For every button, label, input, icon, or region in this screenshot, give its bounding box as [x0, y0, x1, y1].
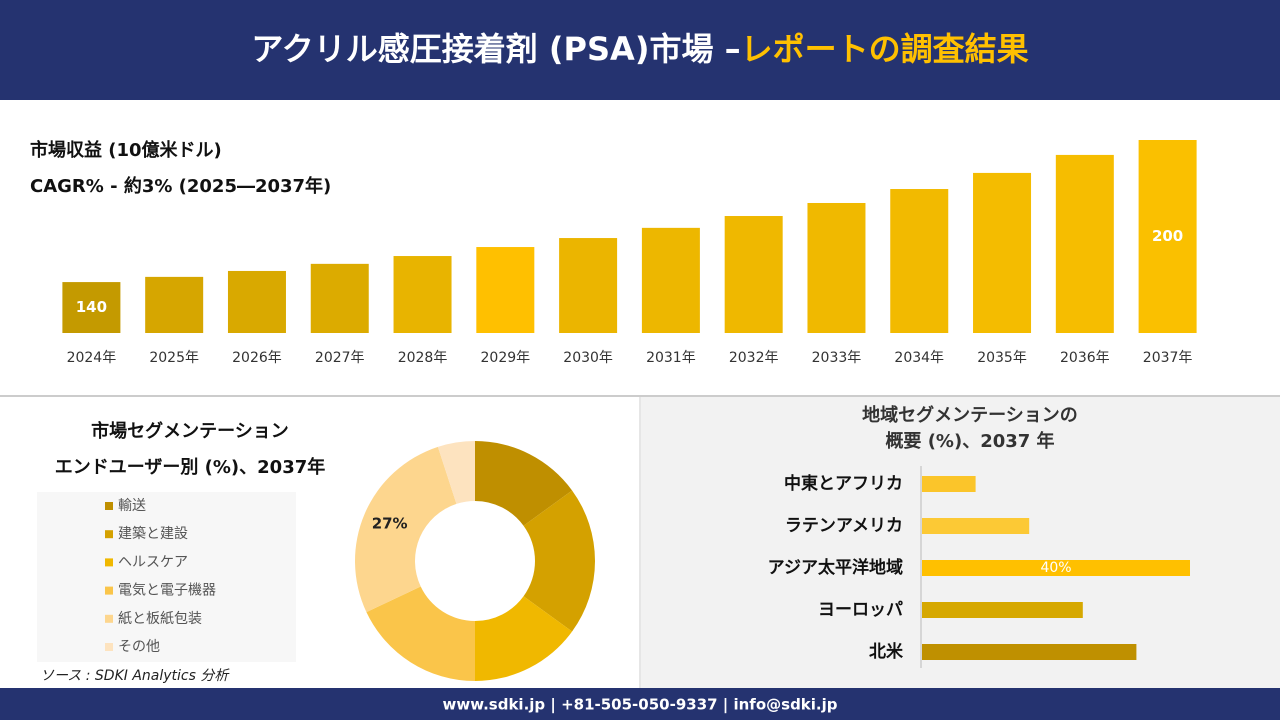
- bar: [922, 560, 1190, 576]
- donut-slice: [437, 441, 475, 504]
- legend-label: その他: [118, 639, 160, 655]
- title-highlight: レポートの調査結果: [741, 30, 1029, 68]
- x-tick-label: 2034年: [894, 350, 944, 366]
- bar: [922, 518, 1030, 534]
- chart-title: 概要 (%)、2037 年: [885, 430, 1054, 452]
- bar: [476, 247, 535, 333]
- x-tick-label: 2025年: [149, 350, 199, 366]
- data-label: 40%: [1040, 560, 1071, 576]
- y-tick-label: 中東とアフリカ: [784, 473, 903, 494]
- x-tick-label: 2029年: [481, 350, 531, 366]
- legend-label: 輸送: [118, 498, 146, 514]
- bar: [1138, 140, 1197, 333]
- x-tick-label: 2030年: [563, 350, 613, 366]
- y-tick-label: ヨーロッパ: [818, 600, 903, 620]
- legend-marker: [105, 530, 113, 539]
- legend-label: 建築と建設: [118, 526, 188, 542]
- legend-label: 紙と板紙包装: [118, 611, 202, 627]
- x-tick-label: 2033年: [812, 350, 862, 366]
- data-label: 140: [76, 298, 107, 316]
- right-panel: [641, 397, 1280, 688]
- x-tick-label: 2028年: [398, 350, 448, 366]
- x-tick-label: 2032年: [729, 350, 779, 366]
- legend-label: ヘルスケア: [118, 554, 188, 570]
- bar: [973, 172, 1032, 333]
- x-tick-label: 2027年: [315, 350, 365, 366]
- donut-slice: [523, 490, 595, 632]
- footer-bar: [0, 688, 1280, 720]
- chart-title: エンドユーザー別 (%)、2037年: [55, 456, 326, 478]
- donut-slice: [475, 596, 573, 682]
- chart-title: 地域セグメンテーションの: [862, 404, 1078, 426]
- bar: [559, 238, 618, 333]
- y-tick-label: アジア太平洋地域: [768, 557, 903, 578]
- bar: [890, 189, 949, 333]
- title-main: アクリル感圧接着剤 (PSA)市場 –: [251, 30, 740, 68]
- bar: [922, 602, 1083, 618]
- bar: [807, 202, 866, 333]
- bar: [641, 227, 700, 333]
- x-tick-label: 2036年: [1060, 350, 1110, 366]
- bar: [227, 270, 286, 333]
- chart-title: 市場収益 (10億米ドル): [30, 139, 222, 161]
- legend-marker: [105, 614, 113, 623]
- chart-subtitle: CAGR% - 約3% (2025―2037年): [30, 175, 331, 197]
- header-bar: [0, 0, 1280, 100]
- data-label: 200: [1152, 227, 1183, 245]
- bar: [310, 263, 369, 333]
- bar: [1055, 154, 1114, 333]
- x-tick-label: 2037年: [1143, 350, 1193, 366]
- data-label: 27%: [372, 515, 408, 533]
- chart-title: 市場セグメンテーション: [91, 420, 289, 442]
- legend-marker: [105, 586, 113, 595]
- source: ソース : SDKI Analytics 分析: [40, 668, 230, 684]
- donut-slice: [354, 446, 457, 613]
- bar: [922, 644, 1137, 660]
- x-tick-label: 2026年: [232, 350, 282, 366]
- legend-marker: [105, 643, 113, 651]
- legend-label: 電気と電子機器: [118, 583, 216, 599]
- x-tick-label: 2031年: [646, 350, 696, 366]
- y-tick-label: 北米: [869, 641, 904, 662]
- legend-box: [37, 492, 296, 662]
- donut-slice: [475, 441, 573, 526]
- x-tick-label: 2035年: [977, 350, 1027, 366]
- donut-slice: [366, 586, 475, 681]
- bar: [393, 256, 452, 333]
- bar: [145, 276, 204, 333]
- legend-marker: [105, 558, 113, 567]
- header-title: アクリル感圧接着剤 (PSA)市場 –レポートの調査結果: [251, 30, 1028, 68]
- bar: [62, 282, 121, 333]
- legend-marker: [105, 502, 113, 510]
- footer-contact: www.sdki.jp | +81-505-050-9337 | info@sd…: [442, 696, 837, 715]
- x-tick-label: 2024年: [67, 350, 117, 366]
- bar: [724, 216, 783, 333]
- y-tick-label: ラテンアメリカ: [785, 516, 903, 536]
- bar: [922, 476, 976, 492]
